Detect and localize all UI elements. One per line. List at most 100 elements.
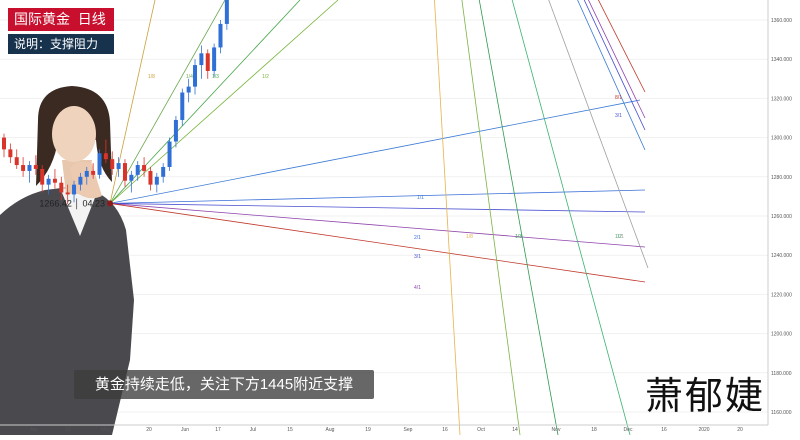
fan-line-bottom [109, 0, 301, 204]
x-tick-label: Jul [250, 427, 256, 433]
chart-subtitle: 说明：支撑阻力 [8, 34, 114, 54]
candle-body [59, 182, 64, 193]
candle-body [21, 165, 26, 171]
candle-body [78, 176, 83, 185]
chart-title: 国际黄金 日线 [8, 8, 114, 31]
candle-body [103, 153, 108, 160]
fan-line-bottom [109, 0, 156, 204]
y-tick-label: 1280.000 [771, 175, 792, 181]
candle-body [205, 53, 210, 71]
annotations: 1557.07 │ 09.041266.42 │ 04.23 [39, 197, 113, 209]
fan-line-top [434, 0, 461, 436]
candle-body [199, 53, 204, 66]
x-tick-label: 20 [146, 427, 152, 433]
y-tick-label: 1220.000 [771, 292, 792, 298]
candle-body [110, 159, 115, 169]
x-tick-label: 15 [65, 427, 71, 433]
candle-body [33, 165, 38, 169]
y-tick-label: 1240.000 [771, 253, 792, 259]
candlestick-series [2, 0, 229, 205]
fan-label-top: 1/1 [617, 234, 624, 240]
fan-line-top [577, 0, 646, 151]
fan-line-bottom [109, 0, 226, 204]
fan-label-top: 8/1 [615, 95, 622, 101]
candle-body [218, 23, 223, 48]
candle-body [97, 153, 102, 175]
y-tick-label: 1340.000 [771, 57, 792, 63]
fan-line-top [597, 0, 646, 93]
y-tick-label: 1260.000 [771, 214, 792, 220]
candle-body [129, 174, 134, 181]
x-tick-label: 18 [591, 427, 597, 433]
candle-body [46, 178, 51, 185]
fan-label-bottom: 1/3 [212, 74, 219, 80]
candle-body [135, 165, 140, 175]
x-tick-label: Oct [477, 427, 485, 433]
low-marker [107, 200, 113, 207]
candle-body [2, 137, 6, 150]
fan-line-bottom [109, 203, 646, 248]
fan-label-bottom: 1/4 [186, 74, 193, 80]
candle-body [161, 167, 166, 177]
y-tick-label: 1200.000 [771, 332, 792, 338]
candle-body [91, 170, 96, 175]
fan-label-bottom: 1/2 [262, 74, 269, 80]
fan-label-bottom: 1/1 [417, 195, 424, 201]
x-tick-label: Jun [181, 427, 189, 433]
fan-label-bottom: 3/1 [414, 254, 421, 260]
x-tick-label: Apr [30, 427, 38, 433]
x-tick-label: 14 [512, 427, 518, 433]
fan-label-top: 3/1 [615, 113, 622, 119]
fan-label-top: 1/3 [515, 234, 522, 240]
fan-line-bottom [109, 203, 646, 283]
candle-body [148, 170, 153, 185]
x-tick-label: May [101, 427, 111, 433]
x-tick-label: 2020 [698, 427, 709, 433]
fan-line-top [583, 0, 646, 131]
time-axis: Apr 15 May 20 Jun 17 Jul 15 Aug 19 Sep 16 Oct 14 Nov 18… [0, 424, 768, 433]
x-tick-label: Nov [552, 427, 561, 433]
candle-body [193, 65, 198, 87]
candle-body [154, 176, 159, 185]
x-tick-label: Dec [624, 427, 633, 433]
candle-body [27, 165, 32, 171]
fan-label-top: 1/2 [615, 234, 622, 240]
fan-label-top: 1/8 [466, 234, 473, 240]
y-tick-label: 1320.000 [771, 96, 792, 102]
x-tick-label: 16 [661, 427, 667, 433]
candle-body [142, 165, 147, 171]
candle-body [8, 149, 13, 158]
fan-line-top [511, 0, 631, 436]
candle-body [116, 163, 121, 169]
low-label: 1266.42 │ 04.23 [39, 197, 105, 209]
candle-body [40, 168, 45, 185]
y-tick-label: 1160.000 [771, 410, 792, 416]
fan-line-bottom [109, 189, 646, 204]
author-signature: 萧郁婕 [645, 374, 766, 418]
fan-line-bottom [109, 0, 339, 204]
presenter-face [52, 106, 96, 162]
candle-body [224, 0, 229, 24]
x-tick-label: Sep [404, 427, 413, 433]
candle-body [14, 157, 19, 166]
presenter-collar [60, 188, 98, 236]
candle-body [212, 47, 217, 71]
candle-body [186, 86, 191, 93]
x-tick-label: 17 [215, 427, 221, 433]
fan-line-bottom [109, 203, 646, 213]
candle-body [122, 163, 127, 181]
x-tick-label: 19 [365, 427, 371, 433]
candle-body [72, 184, 77, 195]
x-tick-label: Aug [326, 427, 335, 433]
price-axis: 1640.0001620.0001600.0001580.0001560.000… [767, 0, 800, 435]
fan-line-bottom [109, 99, 641, 204]
y-tick-label: 1180.000 [771, 371, 792, 377]
x-tick-label: 15 [287, 427, 293, 433]
axis-background [768, 0, 800, 435]
caption-banner: 黄金持续走低，关注下方1445附近支撑 [74, 370, 374, 399]
y-tick-label: 1360.000 [771, 18, 792, 24]
candle-body [180, 92, 185, 120]
candle-body [167, 141, 172, 167]
candle-body [52, 178, 57, 183]
candle-body [173, 119, 178, 142]
